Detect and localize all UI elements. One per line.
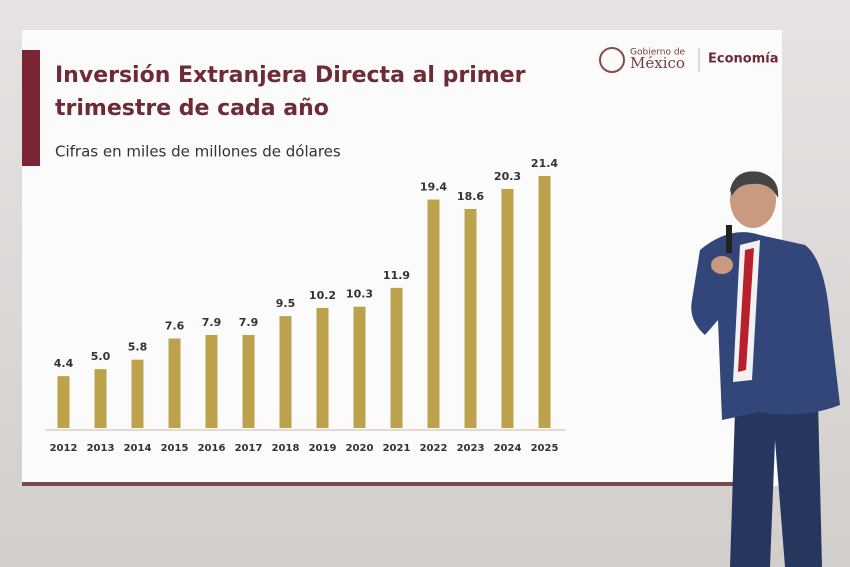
speaker-legs [730, 400, 822, 567]
x-tick-label: 2015 [161, 443, 189, 454]
value-label: 11.9 [383, 269, 410, 282]
bar [94, 369, 107, 428]
value-label: 10.2 [309, 289, 336, 302]
x-tick-label: 2023 [457, 443, 485, 454]
screen-border [22, 482, 734, 486]
speaker-tie [738, 248, 754, 372]
value-label: 4.4 [54, 357, 74, 370]
value-label: 5.0 [91, 350, 111, 363]
value-label: 9.5 [276, 297, 296, 310]
bar [205, 334, 218, 428]
bar [242, 334, 255, 428]
x-tick-label: 2020 [346, 443, 374, 454]
bar [131, 359, 144, 428]
logo-text: Gobierno de [630, 48, 686, 58]
x-tick-label: 2025 [531, 443, 559, 454]
x-tick-label: 2016 [198, 443, 226, 454]
value-label: 7.9 [202, 316, 222, 329]
chart-title: Inversión Extranjera Directa al primer [55, 63, 526, 88]
bar [353, 306, 366, 428]
value-label: 18.6 [457, 190, 484, 203]
value-label: 7.6 [165, 320, 185, 333]
speaker [691, 171, 840, 567]
bar [279, 316, 292, 428]
bar [168, 338, 181, 428]
speaker-jacket [691, 232, 840, 420]
bar [501, 188, 514, 428]
speaker-hair [730, 171, 779, 198]
x-tick-label: 2024 [494, 443, 522, 454]
bar [427, 199, 440, 428]
x-tick-label: 2012 [50, 443, 78, 454]
value-label: 21.4 [531, 157, 558, 170]
value-label: 5.8 [128, 341, 148, 354]
bar [390, 287, 403, 428]
value-label: 20.3 [494, 170, 521, 183]
bar [538, 176, 551, 428]
x-tick-label: 2019 [309, 443, 337, 454]
value-label: 7.9 [239, 316, 259, 329]
x-tick-label: 2014 [124, 443, 152, 454]
accent-bar [22, 50, 40, 166]
x-tick-label: 2017 [235, 443, 263, 454]
x-tick-label: 2013 [87, 443, 115, 454]
bars: 2012 4.4 2013 5.0 2014 5.8 2015 7.6 2016 7.9 2017 7… [50, 157, 559, 454]
logo-emblem [599, 47, 625, 73]
chart-subtitle: Cifras en miles de millones de dólares [55, 143, 341, 161]
speaker-hand [711, 256, 733, 274]
logo-text: México [630, 54, 685, 72]
value-label: 10.3 [346, 288, 373, 301]
chart-title: trimestre de cada año [55, 96, 329, 121]
bar [57, 376, 70, 428]
logo-text: Economía [708, 52, 778, 67]
microphone [726, 225, 732, 253]
bar [316, 307, 329, 428]
value-label: 19.4 [420, 181, 447, 194]
bar [464, 208, 477, 428]
x-tick-label: 2018 [272, 443, 300, 454]
x-tick-label: 2021 [383, 443, 411, 454]
x-tick-label: 2022 [420, 443, 448, 454]
